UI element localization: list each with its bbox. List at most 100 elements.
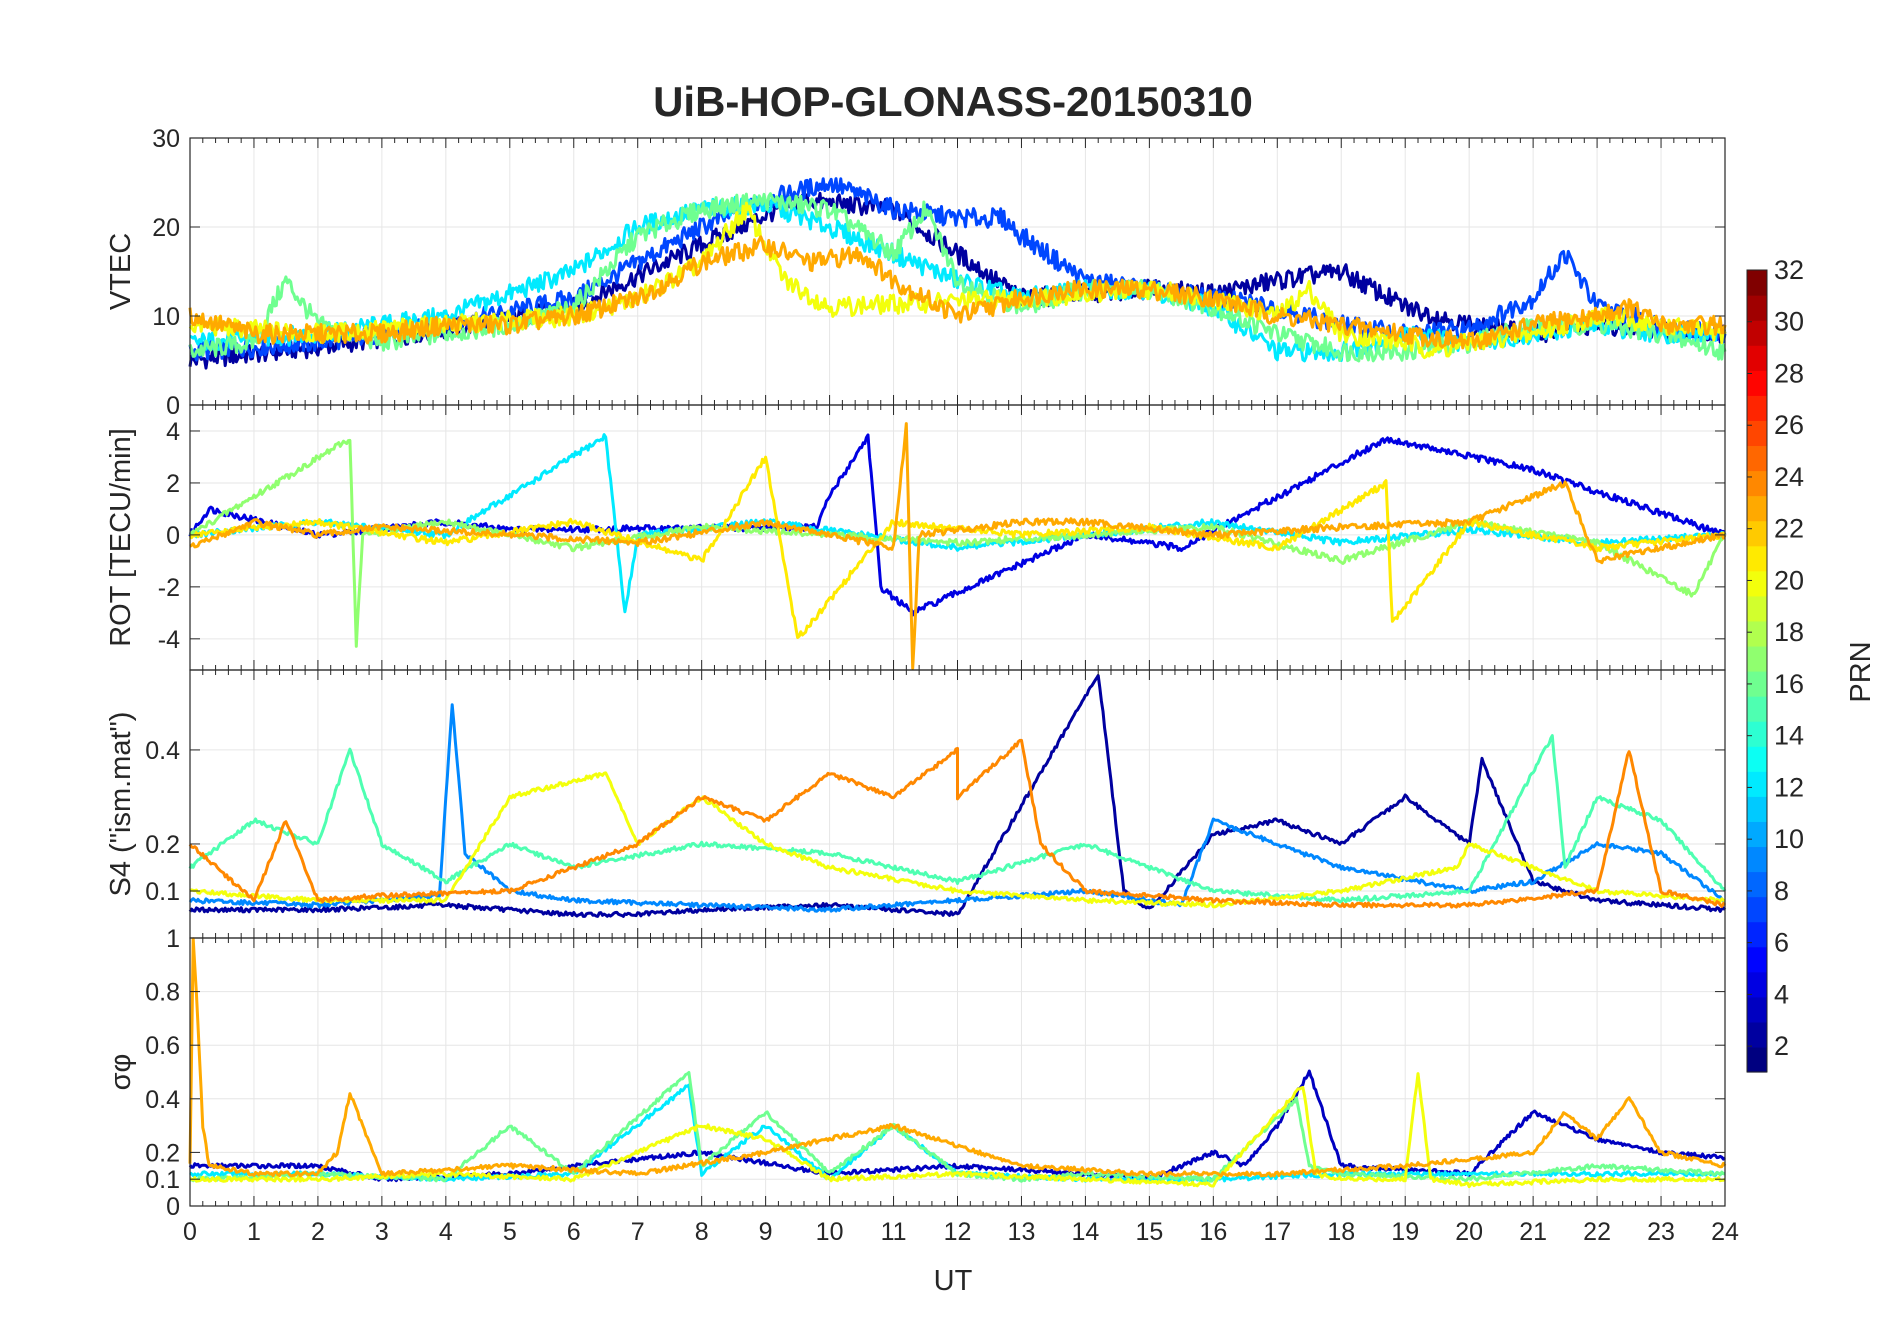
colorbar-segment bbox=[1747, 470, 1767, 497]
colorbar-segment bbox=[1747, 896, 1767, 923]
y-tick-label: 0.4 bbox=[145, 1086, 180, 1114]
x-tick-label: 17 bbox=[1263, 1218, 1291, 1246]
colorbar-segment bbox=[1747, 796, 1767, 822]
y-tick-label: 0.1 bbox=[145, 1166, 180, 1194]
x-tick-label: 23 bbox=[1647, 1218, 1675, 1246]
series-line-prn-17 bbox=[188, 438, 1727, 648]
colorbar-label: PRN bbox=[1845, 641, 1877, 702]
series-line-prn-23 bbox=[188, 235, 1727, 350]
y-tick-label: 0.1 bbox=[145, 878, 180, 906]
y-tick-label: 0 bbox=[166, 522, 180, 550]
y-tick-label: 2 bbox=[166, 470, 180, 498]
series-line-prn-24 bbox=[188, 738, 1727, 909]
colorbar-tick-label: 30 bbox=[1774, 307, 1804, 337]
x-tick-label: 8 bbox=[695, 1218, 709, 1246]
colorbar-segment bbox=[1747, 620, 1767, 647]
colorbar-segment bbox=[1747, 295, 1767, 321]
colorbar-segment bbox=[1747, 671, 1767, 697]
series-line-prn-12 bbox=[189, 433, 1727, 614]
series-line-prn-23 bbox=[188, 937, 1727, 1178]
x-tick-label: 9 bbox=[759, 1218, 773, 1246]
colorbar-tick-label: 12 bbox=[1774, 772, 1804, 802]
colorbar-segment bbox=[1747, 821, 1767, 848]
y-tick-label: -4 bbox=[158, 626, 180, 654]
y-tick-label: 0.6 bbox=[145, 1032, 180, 1060]
y-tick-label: 0.2 bbox=[145, 1139, 180, 1167]
x-tick-label: 5 bbox=[503, 1218, 517, 1246]
x-tick-label: 14 bbox=[1072, 1218, 1100, 1246]
colorbar-segment bbox=[1747, 746, 1767, 772]
x-tick-label: 16 bbox=[1199, 1218, 1227, 1246]
series-line-prn-20 bbox=[189, 1072, 1726, 1189]
colorbar-segment bbox=[1747, 696, 1767, 722]
x-tick-label: 13 bbox=[1008, 1218, 1036, 1246]
colorbar-tick-label: 16 bbox=[1774, 669, 1804, 699]
colorbar-tick-label: 26 bbox=[1774, 410, 1804, 440]
x-tick-label: 4 bbox=[439, 1218, 453, 1246]
colorbar-segment bbox=[1747, 721, 1767, 747]
colorbar-segment bbox=[1747, 320, 1767, 346]
x-tick-label: 3 bbox=[375, 1218, 389, 1246]
colorbar-segment bbox=[1747, 871, 1767, 898]
x-axis-label: UT bbox=[934, 1265, 973, 1297]
colorbar-tick-label: 10 bbox=[1774, 824, 1804, 854]
panel-vtec: 0 10 20 30 VTEC bbox=[105, 125, 1727, 420]
colorbar-segment bbox=[1747, 595, 1767, 622]
colorbar-tick-label: 14 bbox=[1774, 721, 1804, 751]
y-tick-label: 30 bbox=[152, 125, 180, 153]
x-tick-label: 22 bbox=[1583, 1218, 1611, 1246]
colorbar-segment bbox=[1747, 570, 1767, 597]
colorbar-segment bbox=[1747, 370, 1767, 396]
colorbar-segment bbox=[1747, 545, 1767, 572]
y-tick-label: -2 bbox=[158, 574, 180, 602]
colorbar-tick-label: 2 bbox=[1774, 1031, 1789, 1061]
colorbar-segment bbox=[1747, 445, 1767, 472]
y-tick-label: 0.2 bbox=[145, 831, 180, 859]
colorbar-tick-label: 20 bbox=[1774, 565, 1804, 595]
colorbar-segment bbox=[1747, 395, 1767, 421]
colorbar-segment bbox=[1747, 645, 1767, 672]
x-tick-label: 18 bbox=[1327, 1218, 1355, 1246]
colorbar-segment bbox=[1747, 946, 1767, 973]
colorbar-segment bbox=[1747, 270, 1767, 296]
colorbar-segment bbox=[1747, 1046, 1767, 1073]
colorbar-segment bbox=[1747, 846, 1767, 873]
colorbar-tick-label: 8 bbox=[1774, 876, 1789, 906]
colorbar-segment bbox=[1747, 771, 1767, 797]
x-tick-label: 12 bbox=[944, 1218, 972, 1246]
colorbar-segment bbox=[1747, 520, 1767, 547]
x-tick-label: 21 bbox=[1519, 1218, 1547, 1246]
series-line-prn-23 bbox=[189, 422, 1727, 670]
series-line-prn-4 bbox=[188, 433, 1727, 617]
y-tick-label: 4 bbox=[166, 418, 180, 446]
y-tick-label: 1 bbox=[166, 925, 180, 953]
series-line-prn-16 bbox=[189, 1071, 1726, 1183]
y-axis-label-s4: S4 ("ism.mat") bbox=[105, 712, 137, 897]
y-axis-label-rot: ROT [TECU/min] bbox=[105, 428, 137, 647]
y-tick-label: 0 bbox=[166, 1193, 180, 1221]
chart-title: UiB-HOP-GLONASS-20150310 bbox=[653, 78, 1253, 125]
y-tick-label: 0 bbox=[166, 392, 180, 420]
y-tick-label: 0.8 bbox=[145, 979, 180, 1007]
x-tick-label: 10 bbox=[816, 1218, 844, 1246]
x-tick-label: 24 bbox=[1711, 1218, 1739, 1246]
colorbar-segment bbox=[1747, 345, 1767, 371]
x-tick-label: 1 bbox=[247, 1218, 261, 1246]
colorbar-tick-label: 28 bbox=[1774, 358, 1804, 388]
y-axis-label-vtec: VTEC bbox=[105, 233, 137, 310]
colorbar-segment bbox=[1747, 1021, 1767, 1048]
y-tick-label: 0.4 bbox=[145, 737, 180, 765]
colorbar-tick-label: 24 bbox=[1774, 462, 1804, 492]
series-line-prn-16 bbox=[188, 192, 1727, 363]
panel-rot: -4 -2 0 2 4 ROT [TECU/min] bbox=[105, 404, 1727, 671]
colorbar-tick-label: 4 bbox=[1774, 979, 1789, 1009]
colorbar-segment bbox=[1747, 996, 1767, 1023]
x-tick-label: 2 bbox=[311, 1218, 325, 1246]
colorbar-segment bbox=[1747, 420, 1767, 447]
colorbar-tick-label: 18 bbox=[1774, 617, 1804, 647]
colorbar-frame bbox=[1746, 269, 1768, 1073]
y-tick-label: 20 bbox=[152, 214, 180, 242]
